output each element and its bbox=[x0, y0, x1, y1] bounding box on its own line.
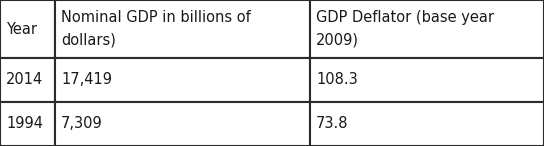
Text: Year: Year bbox=[6, 21, 37, 36]
Bar bbox=[0, 102, 55, 146]
Text: Nominal GDP in billions of
dollars): Nominal GDP in billions of dollars) bbox=[61, 10, 251, 48]
Bar bbox=[0, 0, 55, 58]
Bar bbox=[55, 58, 310, 102]
Bar bbox=[310, 0, 544, 58]
Bar bbox=[310, 58, 544, 102]
Text: GDP Deflator (base year
2009): GDP Deflator (base year 2009) bbox=[316, 10, 494, 48]
Bar bbox=[55, 102, 310, 146]
Text: 17,419: 17,419 bbox=[61, 73, 112, 87]
Bar bbox=[0, 58, 55, 102]
Text: 1994: 1994 bbox=[6, 117, 43, 132]
Bar bbox=[310, 102, 544, 146]
Text: 73.8: 73.8 bbox=[316, 117, 349, 132]
Text: 7,309: 7,309 bbox=[61, 117, 103, 132]
Text: 2014: 2014 bbox=[6, 73, 44, 87]
Bar bbox=[55, 0, 310, 58]
Text: 108.3: 108.3 bbox=[316, 73, 358, 87]
